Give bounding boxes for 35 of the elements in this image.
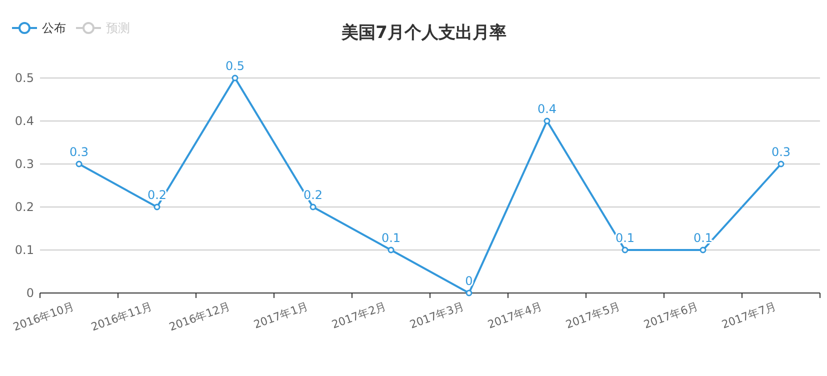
point bbox=[232, 74, 238, 82]
point bbox=[154, 204, 160, 210]
y-tick-label: 0.5 bbox=[14, 71, 34, 85]
y-tick-label: 0.1 bbox=[14, 243, 34, 257]
data-label: 0.1 bbox=[693, 231, 713, 245]
x-tick-label: 2017年1月 bbox=[252, 300, 310, 332]
chart-title: 美国7月个人支出月率 bbox=[340, 23, 506, 43]
legend-label: 公布 bbox=[42, 21, 66, 35]
point bbox=[700, 246, 706, 254]
y-tick-label: 0.4 bbox=[14, 114, 34, 128]
data-label: 0.4 bbox=[537, 102, 557, 116]
x-tick-label: 2017年6月 bbox=[642, 300, 700, 332]
x-tick-label: 2016年12月 bbox=[167, 300, 232, 334]
y-tick-label: 0.2 bbox=[14, 200, 34, 214]
x-tick-label: 2016年11月 bbox=[89, 300, 154, 334]
point bbox=[622, 246, 628, 254]
point bbox=[76, 160, 82, 168]
point bbox=[388, 246, 394, 254]
x-tick-label: 2016年10月 bbox=[11, 300, 76, 334]
data-label: 0.3 bbox=[771, 145, 791, 159]
point bbox=[778, 160, 784, 168]
y-tick-label: 0.3 bbox=[14, 157, 34, 171]
data-label: 0 bbox=[465, 274, 473, 288]
data-label: 0.1 bbox=[381, 231, 401, 245]
x-tick-label: 2017年3月 bbox=[408, 300, 466, 332]
x-tick-label: 2017年7月 bbox=[720, 300, 778, 332]
x-tick-label: 2017年2月 bbox=[330, 300, 388, 332]
y-tick-label: 0 bbox=[26, 286, 34, 300]
data-label: 0.5 bbox=[225, 59, 245, 73]
x-tick-label: 2017年5月 bbox=[564, 300, 622, 332]
point bbox=[544, 118, 550, 124]
data-label: 0.3 bbox=[69, 145, 89, 159]
point bbox=[310, 204, 316, 210]
point bbox=[466, 290, 472, 296]
x-tick-label: 2017年4月 bbox=[486, 300, 544, 332]
